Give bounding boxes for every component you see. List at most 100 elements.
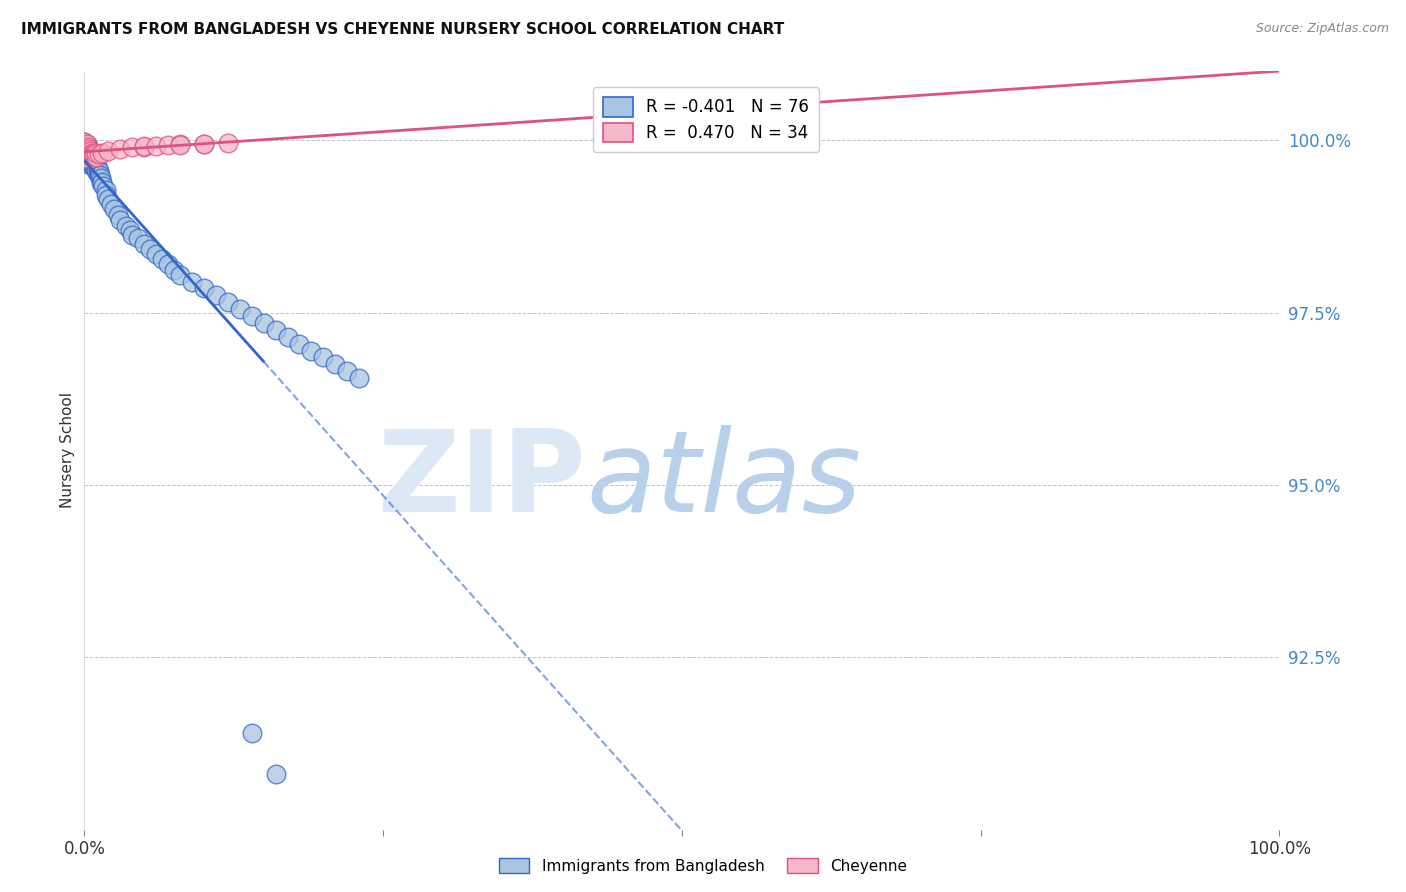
Point <box>73 138 96 153</box>
Point <box>336 364 359 378</box>
Point <box>86 145 108 160</box>
Text: atlas: atlas <box>586 425 862 536</box>
Point <box>264 323 287 337</box>
Point <box>288 336 311 351</box>
Point <box>87 147 110 161</box>
Point <box>90 170 112 185</box>
Point <box>100 196 122 211</box>
Point <box>79 148 101 162</box>
Point <box>87 163 110 178</box>
Point <box>87 169 110 183</box>
Point <box>132 236 156 251</box>
Point <box>157 138 180 153</box>
Point <box>77 145 100 160</box>
Point <box>77 145 100 159</box>
Point <box>73 151 96 165</box>
Point <box>79 144 101 158</box>
Point <box>76 153 98 168</box>
Point <box>181 275 204 289</box>
Point <box>73 142 96 156</box>
Point <box>94 183 117 197</box>
Point <box>121 140 143 154</box>
Point <box>240 726 263 740</box>
Point <box>86 158 108 172</box>
Point <box>77 142 100 156</box>
Point <box>76 142 98 156</box>
Point <box>76 136 98 151</box>
Point <box>107 208 129 222</box>
Point <box>205 288 228 302</box>
Point <box>82 153 104 168</box>
Point <box>301 343 323 358</box>
Point <box>73 147 96 161</box>
Point <box>121 227 143 242</box>
Point <box>86 161 108 175</box>
Point <box>93 178 115 193</box>
Point <box>77 140 100 154</box>
Point <box>97 192 120 206</box>
Point <box>325 357 347 371</box>
Point <box>89 168 111 182</box>
Point <box>84 155 107 169</box>
Point <box>82 160 104 174</box>
Point <box>217 136 239 150</box>
Point <box>80 151 103 165</box>
Y-axis label: Nursery School: Nursery School <box>60 392 75 508</box>
Point <box>76 145 98 160</box>
Point <box>77 155 100 169</box>
Point <box>169 138 191 153</box>
Point <box>229 302 252 317</box>
Point <box>115 219 138 234</box>
Point <box>132 138 156 153</box>
Point <box>94 188 117 202</box>
Point <box>76 148 98 162</box>
Point <box>193 281 215 295</box>
Point <box>86 150 108 164</box>
Point <box>277 330 299 344</box>
Point <box>77 142 100 156</box>
Point <box>73 145 96 160</box>
Point <box>86 163 108 178</box>
Point <box>163 263 186 277</box>
Point <box>240 309 263 323</box>
Point <box>77 147 100 161</box>
Point <box>132 140 156 154</box>
Point <box>76 137 98 152</box>
Point <box>349 371 371 385</box>
Point <box>79 148 101 162</box>
Point <box>90 176 112 190</box>
Legend: Immigrants from Bangladesh, Cheyenne: Immigrants from Bangladesh, Cheyenne <box>492 852 914 880</box>
Point <box>193 136 215 151</box>
Point <box>150 252 173 266</box>
Point <box>110 212 132 227</box>
Point <box>77 143 100 157</box>
Point <box>157 257 180 271</box>
Point <box>73 135 96 149</box>
Point <box>139 242 162 256</box>
Point <box>76 144 98 158</box>
Point <box>97 144 120 158</box>
Point <box>193 137 215 152</box>
Point <box>169 268 191 282</box>
Point <box>77 151 100 165</box>
Point <box>83 158 105 172</box>
Point <box>77 157 100 171</box>
Point <box>77 138 100 153</box>
Point <box>77 145 100 160</box>
Point <box>91 145 114 160</box>
Point <box>73 151 96 165</box>
Text: ZIP: ZIP <box>378 425 586 536</box>
Point <box>145 138 167 153</box>
Point <box>217 295 239 310</box>
Legend: R = -0.401   N = 76, R =  0.470   N = 34: R = -0.401 N = 76, R = 0.470 N = 34 <box>593 87 818 153</box>
Text: IMMIGRANTS FROM BANGLADESH VS CHEYENNE NURSERY SCHOOL CORRELATION CHART: IMMIGRANTS FROM BANGLADESH VS CHEYENNE N… <box>21 22 785 37</box>
Point <box>91 175 114 189</box>
Point <box>73 135 96 149</box>
Point <box>264 767 287 781</box>
Point <box>80 145 103 160</box>
Point <box>169 137 191 152</box>
Point <box>80 145 103 160</box>
Point <box>79 144 101 158</box>
Point <box>103 202 125 217</box>
Point <box>312 351 335 365</box>
